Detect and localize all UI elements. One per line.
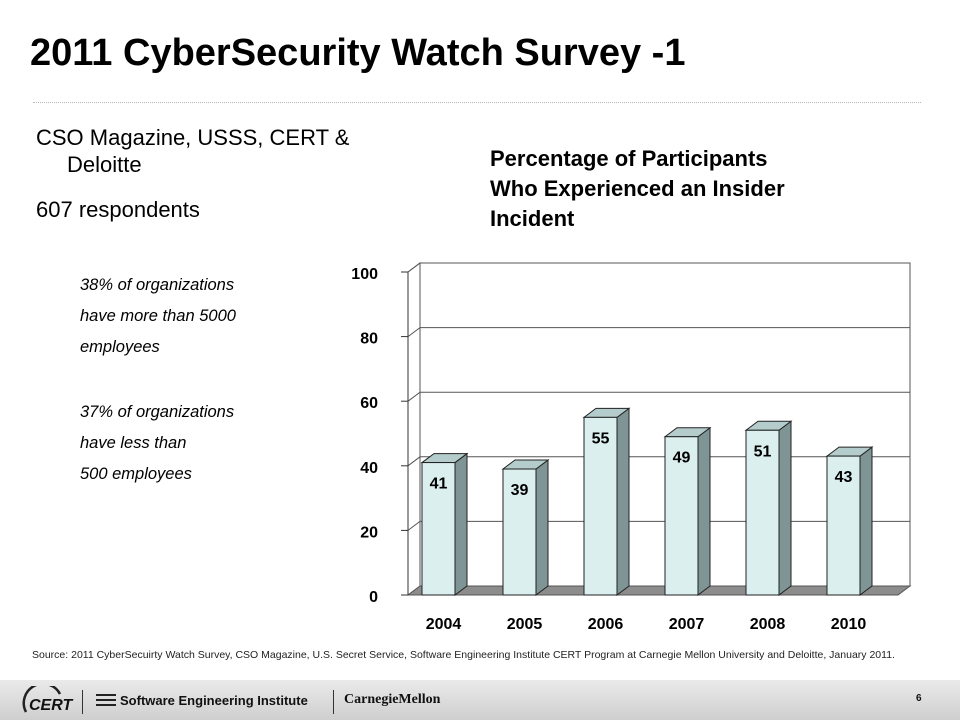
chart-title-line2: Who Experienced an Insider [490,176,785,201]
stat-small-orgs-line2: have less than [80,434,187,452]
data-label: 49 [673,450,691,467]
gridline [407,327,910,337]
bar-side [616,407,630,596]
plot-side-wall [407,262,421,596]
y-tick-label: 80 [360,331,378,348]
footer-divider [333,690,334,714]
bar [421,462,456,596]
data-label: 41 [430,476,448,493]
stat-small-orgs: 37% of organizations have less than 500 … [80,397,300,490]
bullet-sponsors-line2: Deloitte [67,152,142,177]
data-label: 39 [511,482,529,499]
gridline [407,391,910,402]
x-tick-label: 2005 [507,616,543,633]
data-label: 51 [754,443,772,460]
x-tick-label: 2007 [669,616,705,633]
bullet-sponsors: CSO Magazine, USSS, CERT & Deloitte [36,124,436,178]
bar [826,455,861,596]
stat-large-orgs-line3: employees [80,338,160,356]
bar [583,416,618,596]
sei-logo-label: Software Engineering Institute [120,693,308,708]
bar-side [535,459,549,596]
bar-side [778,420,792,596]
x-tick-label: 2006 [588,616,624,633]
data-label: 43 [835,469,853,486]
x-tick-label: 2004 [426,616,462,633]
bar-side [697,426,711,596]
sei-mark-icon [96,694,116,706]
footer-divider [82,690,83,714]
x-tick-label: 2008 [750,616,786,633]
y-tick-label: 20 [360,524,378,541]
stat-small-orgs-line3: 500 employees [80,465,192,483]
source-note: Source: 2011 CyberSecuirty Watch Survey,… [32,649,895,661]
chart-title: Percentage of Participants Who Experienc… [490,144,890,234]
cmu-logo-label: CarnegieMellon [344,692,441,707]
y-tick-label: 40 [360,460,378,477]
y-tick-label: 100 [351,266,378,283]
page-number: 6 [916,693,922,704]
stat-small-orgs-line1: 37% of organizations [80,403,235,421]
slide-title: 2011 CyberSecurity Watch Survey -1 [30,32,686,74]
cert-logo-label: CERT [29,697,73,714]
bar-chart: 0 20 40 60 80 100 41 2004 39 2005 55 2006 49 2007 51 20… [351,262,912,633]
data-label: 55 [592,430,610,447]
x-tick-label: 2010 [831,616,867,633]
cert-logo-icon [22,686,62,713]
y-tick-label: 0 [369,589,378,606]
footer-bar [0,680,960,720]
chart-title-line1: Percentage of Participants [490,146,768,171]
bar [664,436,699,596]
bullet-respondents: 607 respondents [36,197,200,222]
bar-side [454,452,468,596]
stat-large-orgs-line1: 38% of organizations [80,276,235,294]
stat-large-orgs: 38% of organizations have more than 5000… [80,270,300,363]
title-divider [33,102,921,103]
bar-side [859,446,873,596]
gridline [407,262,910,273]
y-tick-label: 60 [360,395,378,412]
bar [502,468,537,596]
bullet-sponsors-line1: CSO Magazine, USSS, CERT & [36,125,350,150]
bar [745,429,780,596]
chart-title-line3: Incident [490,206,575,231]
stat-large-orgs-line2: have more than 5000 [80,307,236,325]
